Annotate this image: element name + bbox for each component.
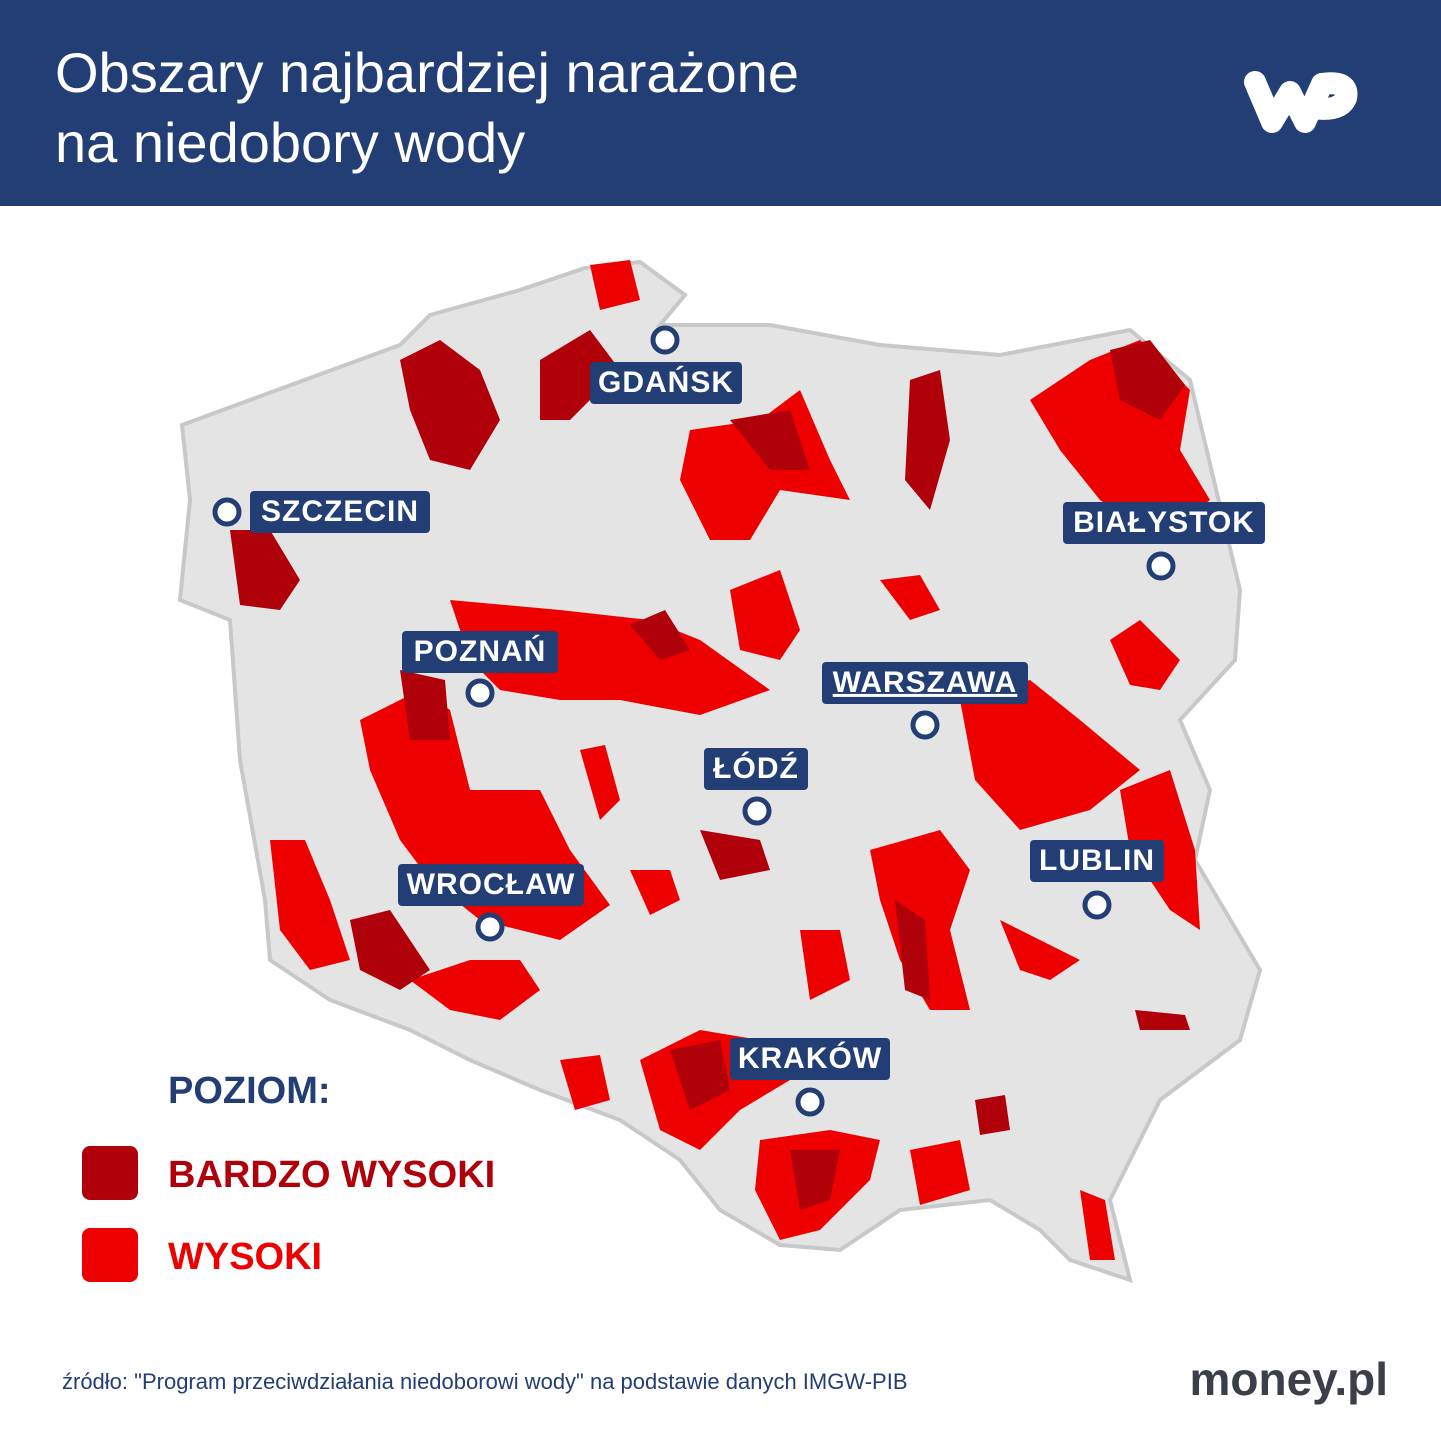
city-label-box xyxy=(590,362,742,404)
city-label: ŁÓDŹ xyxy=(713,751,799,785)
legend-label: WYSOKI xyxy=(168,1236,322,1278)
legend-swatch xyxy=(82,1146,138,1200)
city-label: KRAKÓW xyxy=(738,1041,882,1075)
legend-label: BARDZO WYSOKI xyxy=(168,1154,495,1196)
legend-swatch xyxy=(82,1228,138,1282)
city-label: BIAŁYSTOK xyxy=(1073,506,1255,539)
city-label-box xyxy=(250,491,430,533)
city-label-box xyxy=(730,1038,890,1080)
source: źródło: "Program przeciwdziałania niedob… xyxy=(62,1369,908,1394)
city-label-box xyxy=(822,662,1028,704)
city-label: GDAŃSK xyxy=(598,365,734,399)
title-line: na niedobory wody xyxy=(55,111,525,174)
city-label: SZCZECIN xyxy=(261,495,419,528)
city-dot xyxy=(212,497,242,527)
city-dot xyxy=(742,796,772,826)
city-dot xyxy=(795,1087,825,1117)
city-label-box xyxy=(704,748,808,790)
legend-title: POZIOM: xyxy=(168,1070,331,1112)
city-dot xyxy=(910,710,940,740)
city-label: WROCŁAW xyxy=(407,868,576,901)
city-label: POZNAŃ xyxy=(414,634,547,668)
city-label-box xyxy=(402,631,558,673)
city-dot xyxy=(1082,890,1112,920)
header xyxy=(0,0,1441,206)
city-label-box xyxy=(1063,502,1265,544)
city-label-box xyxy=(1030,840,1164,882)
city-dot xyxy=(1146,551,1176,581)
title-line: Obszary najbardziej narażone xyxy=(55,41,799,104)
city-label-box xyxy=(398,864,584,906)
city-dot xyxy=(650,325,680,355)
city-label: LUBLIN xyxy=(1039,844,1155,877)
city-label: WARSZAWA xyxy=(833,666,1018,699)
city-dot xyxy=(465,678,495,708)
legend: POZIOM: BARDZO WYSOKI WYSOKI xyxy=(82,1070,495,1282)
city-dot xyxy=(475,912,505,942)
wp-logo xyxy=(1244,71,1358,133)
city-markers: GDAŃSK SZCZECIN BIAŁYSTOK POZNAŃ WARSZAW… xyxy=(212,325,1265,1117)
brand-logo: money.pl xyxy=(1189,1353,1388,1405)
